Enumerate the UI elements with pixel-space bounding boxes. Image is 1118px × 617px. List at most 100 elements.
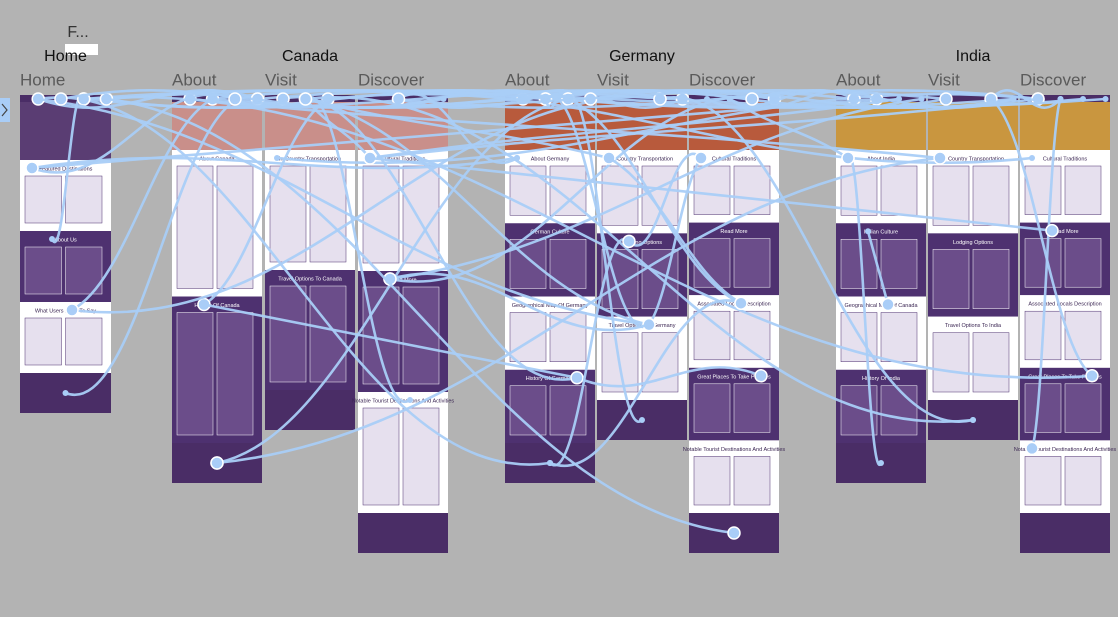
section-title: Associated Locals Description — [697, 302, 770, 308]
card — [509, 312, 547, 362]
prototype-link — [1030, 98, 1062, 449]
card — [65, 175, 103, 224]
prototype-link — [327, 92, 1033, 165]
section-title: German Culture — [530, 230, 569, 236]
link-handle — [1057, 96, 1064, 102]
section-title: History Of India — [862, 376, 901, 382]
section-title: Featured Destinations — [39, 166, 93, 172]
link-handle — [65, 303, 79, 317]
frame[interactable]: Cultural Traditions Read More Associated L… — [1014, 95, 1117, 553]
card — [362, 407, 400, 506]
tool-label[interactable]: F... — [67, 24, 88, 41]
prototype-link — [71, 97, 214, 312]
link-handle — [745, 92, 759, 106]
section-title: Great Places To Take Pictures — [697, 374, 771, 380]
card — [176, 312, 214, 436]
section-title: Read More — [720, 229, 747, 235]
frame-label[interactable]: Visit — [265, 70, 297, 89]
prototype-link — [576, 366, 762, 388]
link-handle — [440, 96, 447, 102]
prototype-link — [846, 155, 883, 466]
link-handle — [367, 155, 373, 161]
prototype-link — [369, 97, 1039, 160]
link-handle — [865, 228, 871, 235]
link-handle — [35, 96, 42, 102]
prototype-link — [305, 97, 650, 326]
card — [880, 385, 918, 436]
prototype-link — [38, 96, 551, 466]
frame-label[interactable]: Discover — [1020, 70, 1086, 89]
section-title: Indian Culture — [864, 230, 898, 236]
card — [1064, 456, 1102, 506]
section-title: Notable Tourist Destinations And Activit… — [1014, 447, 1117, 453]
link-handle — [103, 96, 110, 102]
card — [932, 332, 970, 393]
card — [65, 246, 103, 295]
nav-bar — [1020, 95, 1110, 102]
link-handle — [62, 390, 69, 396]
frame-label[interactable]: Visit — [928, 70, 960, 89]
card — [880, 312, 918, 362]
frame-label[interactable]: About — [505, 70, 550, 89]
section-title: Cultural Traditions — [381, 156, 426, 162]
group-label[interactable]: Canada — [282, 48, 338, 65]
frame-label[interactable]: Home — [20, 70, 65, 89]
footer — [358, 513, 448, 553]
card — [693, 165, 731, 215]
frame-label[interactable]: About — [172, 70, 217, 89]
card — [24, 317, 62, 366]
card — [932, 249, 970, 309]
link-handle — [727, 526, 741, 540]
card — [65, 317, 103, 366]
link-handle — [734, 296, 748, 310]
group-label[interactable]: Germany — [609, 48, 675, 65]
section-title: Travel Options To Canada — [278, 276, 343, 282]
link-handle — [1102, 96, 1109, 102]
prototype-link — [990, 97, 1093, 377]
prototype-link — [544, 95, 650, 329]
section-title: Lodging Options — [953, 240, 993, 246]
prototype-link — [106, 89, 569, 109]
link-handle — [622, 234, 636, 249]
card — [1024, 383, 1062, 433]
link-handle — [547, 460, 553, 466]
section-title: About Us — [54, 237, 77, 243]
prototype-link — [398, 89, 1039, 109]
prototype-link — [60, 89, 444, 109]
section-title: Cultural Traditions — [712, 156, 757, 162]
hero-image — [836, 102, 926, 150]
frame-label[interactable]: About — [836, 70, 881, 89]
card — [269, 285, 307, 383]
section-title: Associated Locals Description — [1028, 302, 1101, 308]
link-handle — [933, 151, 947, 165]
link-handle — [25, 161, 39, 175]
card — [880, 165, 918, 216]
link-handle — [881, 297, 895, 312]
frame[interactable]: Cultural Traditions Read More Associated L… — [683, 95, 786, 553]
group-label[interactable]: India — [956, 48, 991, 65]
card — [176, 165, 214, 289]
group-label[interactable]: Home — [44, 48, 87, 65]
start-icon — [1, 103, 8, 117]
frame-label[interactable]: Visit — [597, 70, 629, 89]
link-handle — [298, 92, 313, 106]
frame[interactable]: In Country Transportation Lodging Options… — [928, 95, 1018, 440]
link-handle — [201, 301, 207, 308]
card — [641, 165, 679, 226]
card — [24, 246, 62, 295]
frame-label[interactable]: Discover — [689, 70, 755, 89]
card — [693, 456, 731, 506]
card — [216, 312, 254, 436]
start-arrow — [0, 98, 10, 122]
card — [402, 407, 440, 506]
card — [549, 312, 587, 362]
prototype-link — [628, 152, 702, 247]
frame-label[interactable]: Discover — [358, 70, 424, 89]
frame[interactable]: About Germany German Culture Geographical … — [505, 95, 595, 483]
hero-image — [1020, 102, 1110, 150]
section-title: Read More — [1051, 229, 1078, 235]
link-handle — [639, 417, 645, 423]
card — [1064, 310, 1102, 361]
footer — [1020, 513, 1110, 553]
